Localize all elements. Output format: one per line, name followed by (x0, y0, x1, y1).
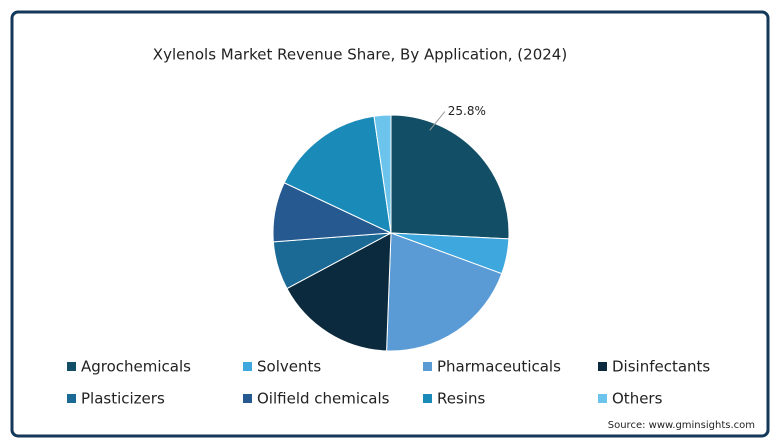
leader-line (429, 111, 446, 131)
legend-swatch (243, 394, 252, 403)
legend-label: Oilfield chemicals (257, 390, 390, 408)
legend-label: Others (612, 390, 663, 408)
legend-swatch (243, 362, 252, 371)
legend-swatch (423, 394, 432, 403)
pie-slice (390, 114, 510, 240)
legend-swatch (423, 362, 432, 371)
pie-slice (386, 232, 503, 352)
legend-label: Pharmaceuticals (437, 358, 561, 376)
legend-swatch (67, 362, 76, 371)
pie-slice (283, 115, 392, 234)
source: Source: www.gminsights.com (608, 420, 755, 431)
chart-title: Xylenols Market Revenue Share, By Applic… (153, 46, 567, 64)
legend-label: Disinfectants (612, 358, 710, 376)
legend-swatch (67, 394, 76, 403)
pie-slice (373, 114, 392, 234)
legend-swatch (598, 362, 607, 371)
legend-label: Plasticizers (81, 390, 165, 408)
data-label: 25.8% (448, 104, 486, 118)
legend-swatch (598, 394, 607, 403)
legend-label: Solvents (257, 358, 321, 376)
pie-slice (286, 232, 392, 352)
legend-label: Agrochemicals (81, 358, 191, 376)
legend-label: Resins (437, 390, 485, 408)
